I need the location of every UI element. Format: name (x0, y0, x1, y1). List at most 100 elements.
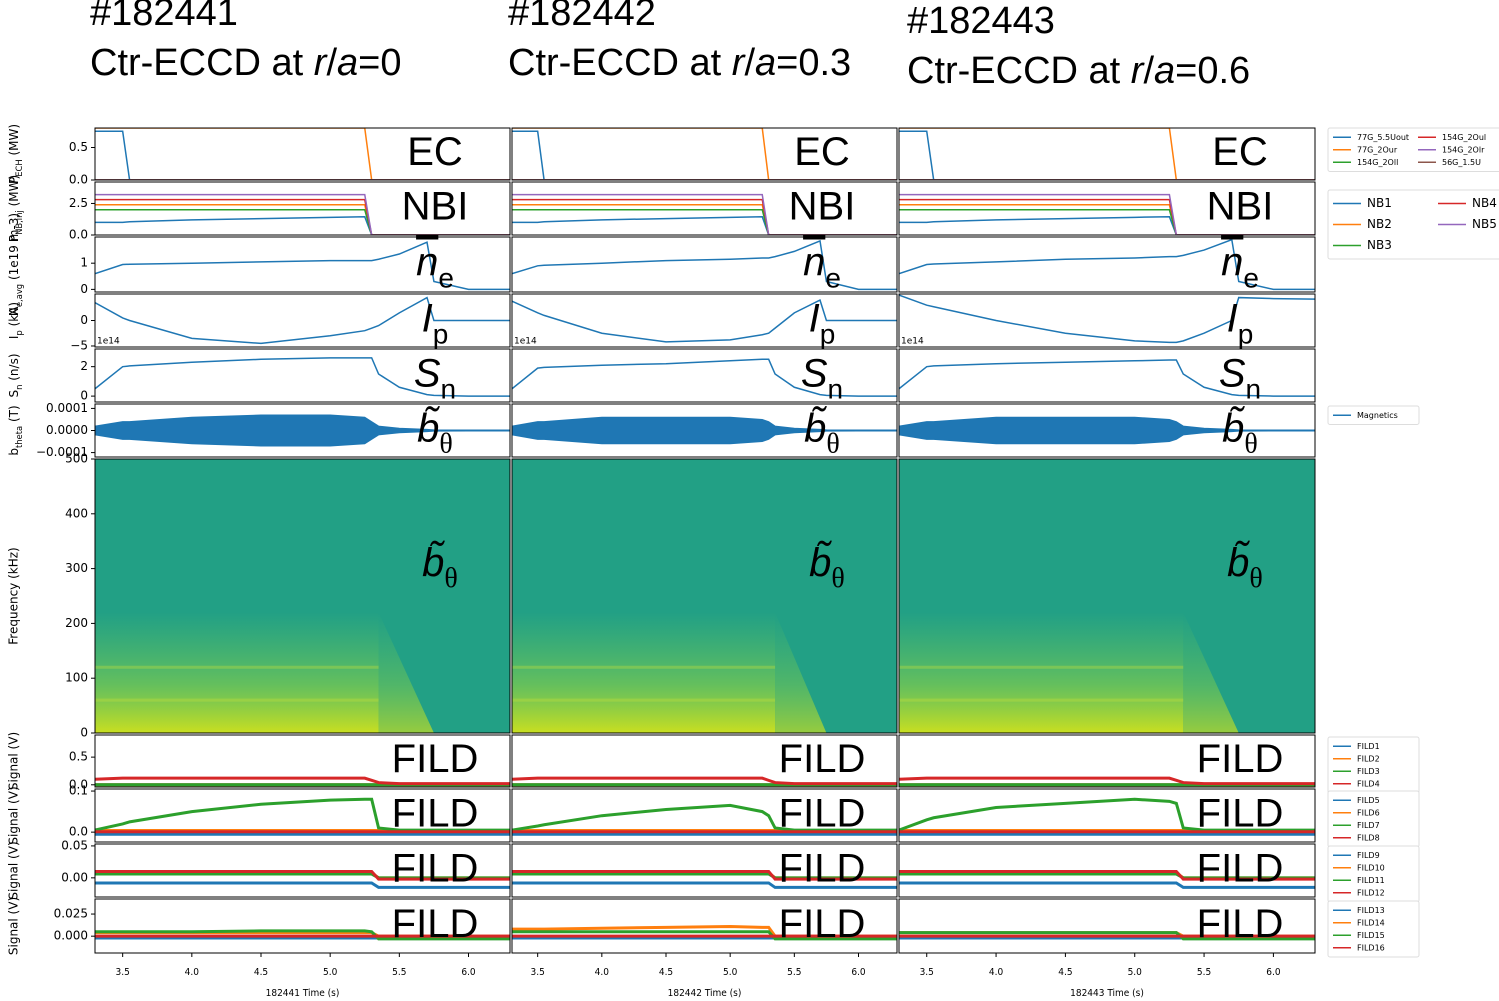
subscript: e,avg (14, 284, 24, 307)
y-axis-label: Signal (V) (7, 732, 21, 790)
signal-line (899, 869, 1315, 881)
panel-frame (511, 458, 898, 734)
legend-label: FILD9 (1357, 851, 1380, 860)
y-tick-label: 2 (80, 359, 88, 373)
panel-tag: b̃θ (804, 405, 840, 459)
y-tick-label: 0.05 (61, 838, 88, 852)
label-part: FILD (779, 737, 866, 781)
label-part: FILD (779, 791, 866, 835)
signal-line (95, 215, 510, 235)
signal-line (899, 209, 1315, 235)
shot-heading: Ctr-ECCD at r/a=0.3 (508, 42, 851, 84)
heading-part: =0.3 (776, 42, 851, 84)
signal-line (899, 776, 1315, 786)
label-part: b (7, 448, 21, 456)
panel-frame (94, 181, 511, 236)
y-tick-label: 0.0 (69, 173, 88, 187)
legend-label: FILD8 (1357, 833, 1380, 842)
panel-tag: EC (1212, 130, 1268, 174)
x-tick-label: 6.0 (461, 967, 476, 978)
y-tick-label: 0.00 (61, 870, 88, 884)
label-part: I (7, 336, 21, 340)
signal-envelope (512, 416, 897, 445)
panel-plot (512, 358, 897, 397)
x-tick-label: 3.5 (920, 967, 934, 978)
panel-tag: FILD (1197, 902, 1284, 946)
signal-line (512, 776, 897, 786)
legend-label: FILD16 (1357, 943, 1385, 952)
spectrogram-glow (95, 612, 379, 733)
signal-line (899, 797, 1315, 832)
y-tick-label: 0 (80, 282, 88, 296)
signal-line (95, 869, 510, 881)
panel-tag: Ip (809, 296, 836, 349)
label-part: I (422, 296, 433, 340)
y-tick-label: 0.0000 (46, 423, 88, 437)
label-part: FILD (1197, 902, 1284, 946)
panel-plot (95, 357, 510, 397)
panel-tag: FILD (392, 902, 479, 946)
subscript: ECH (14, 159, 24, 176)
panel-plot (512, 193, 897, 235)
panel-tag: ne (803, 240, 841, 293)
panel-plot (512, 869, 897, 889)
panel-tag: NBI (1207, 184, 1274, 228)
legend-label: NB4 (1472, 196, 1497, 210)
panel-plot (95, 414, 510, 447)
subscript: n (441, 373, 457, 404)
panel-tag: Sn (801, 351, 843, 404)
signal-line (512, 881, 897, 889)
shot-heading: Ctr-ECCD at r/a=0.6 (907, 50, 1250, 92)
subscript: θ (439, 428, 452, 459)
signal-line (95, 209, 510, 235)
panel-tag: b̃θ (1222, 405, 1258, 459)
label-part: (n/s) (7, 353, 21, 384)
heading-part: =0.6 (1175, 50, 1250, 92)
x-axis-label: 182442 Time (s) (668, 988, 742, 999)
panel-frame (511, 127, 898, 181)
panel-tag: b̃θ (809, 540, 845, 594)
panel-tag: NBI (402, 184, 469, 228)
panel-frame (94, 843, 511, 898)
y-axis-label: Ip (kA) (7, 302, 24, 339)
y-tick-label: −0.0001 (36, 445, 88, 459)
spectrogram-glow (512, 612, 776, 733)
label-part: FILD (392, 902, 479, 946)
y-axis-label: Frequency (kHz) (7, 547, 21, 644)
panel-frame (511, 734, 898, 788)
panel-frame (898, 293, 1316, 348)
heading-part: r (1131, 50, 1145, 92)
subscript: n (14, 385, 24, 390)
y-tick-label: 400 (65, 506, 88, 520)
panel-plot (95, 929, 510, 941)
subscript: e (1243, 262, 1259, 293)
panel-tag: FILD (1197, 791, 1284, 835)
x-axis-label: 182441 Time (s) (266, 988, 340, 999)
x-tick-label: 4.5 (254, 967, 268, 978)
label-part: (T) (7, 405, 21, 426)
offset-label: 1e14 (514, 337, 537, 347)
panel-frame (898, 898, 1316, 954)
x-axis-label: 182443 Time (s) (1070, 988, 1144, 999)
signal-line (512, 803, 897, 832)
label-part: n (803, 240, 825, 284)
signal-line (95, 128, 510, 180)
signal-line (899, 215, 1315, 235)
x-tick-label: 6.0 (851, 967, 866, 978)
shot-heading: Ctr-ECCD at r/a=0 (90, 42, 401, 84)
y-axis-label: Sn (n/s) (7, 353, 24, 397)
panel-tag: FILD (392, 737, 479, 781)
panel-frame (94, 898, 511, 954)
panel-frame (898, 403, 1316, 458)
y-tick-label: 0.000 (54, 929, 88, 943)
label-part: (MW) (7, 124, 21, 159)
heading-part: / (744, 42, 755, 84)
panel-frame (898, 843, 1316, 898)
label-part: (MW) (7, 175, 21, 210)
legend-label: FILD3 (1357, 767, 1380, 776)
legend-label: 56G_1.5U (1442, 158, 1481, 167)
panel-tag: FILD (779, 791, 866, 835)
label-part: FILD (779, 902, 866, 946)
heading-part: Ctr-ECCD at (508, 42, 732, 84)
legend-label: NB1 (1367, 196, 1392, 210)
